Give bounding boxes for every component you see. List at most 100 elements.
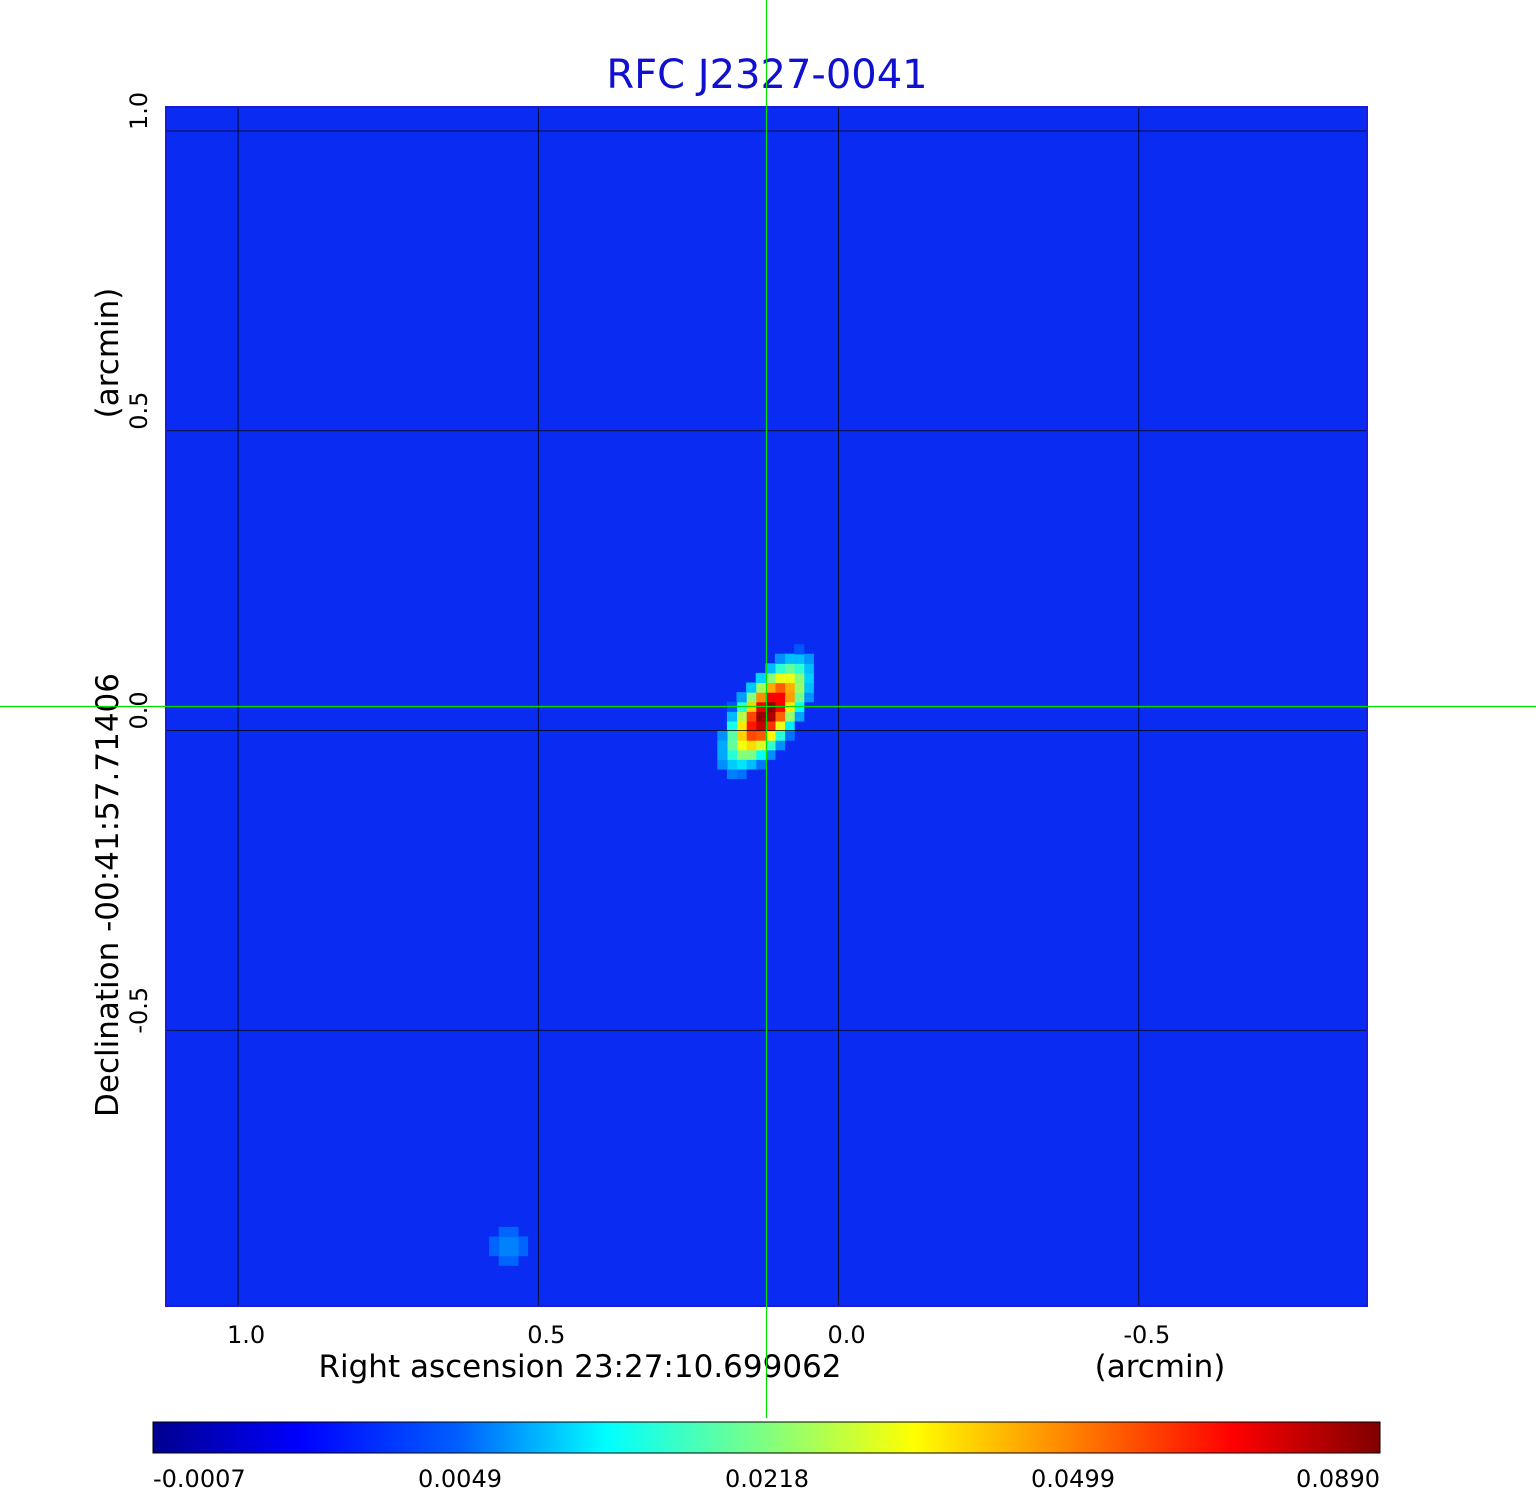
x-axis-unit: (arcmin) xyxy=(1095,1349,1226,1385)
source-0-pixel xyxy=(765,720,776,732)
y-axis-label: Declination -00:41:57.71406 xyxy=(90,673,126,1117)
source-0-pixel xyxy=(746,730,757,741)
source-1-pixel xyxy=(508,1255,519,1266)
source-0-pixel xyxy=(765,749,776,760)
source-1-pixel xyxy=(517,1236,529,1247)
source-0-pixel xyxy=(765,663,776,674)
colorbar-tick-label: 0.0499 xyxy=(1031,1465,1115,1493)
source-0-pixel xyxy=(736,692,747,703)
source-0-pixel xyxy=(765,692,776,703)
source-1-pixel xyxy=(508,1226,519,1238)
source-0-pixel xyxy=(755,682,766,693)
source-0-pixel xyxy=(784,692,795,703)
source-0-pixel xyxy=(784,653,795,664)
source-0-pixel xyxy=(784,663,795,674)
source-0-pixel xyxy=(755,692,766,703)
source-1-pixel xyxy=(508,1236,519,1247)
source-0-pixel xyxy=(746,720,757,732)
source-1-pixel xyxy=(498,1236,509,1247)
source-1-pixel xyxy=(517,1246,529,1257)
source-0-pixel xyxy=(765,730,776,741)
source-0-pixel xyxy=(746,759,757,770)
source-1-pixel xyxy=(489,1246,500,1257)
source-0-pixel xyxy=(794,672,805,684)
colorbar-tick-label: -0.0007 xyxy=(153,1465,246,1493)
x-tick-label: 1.0 xyxy=(227,1321,265,1349)
source-0-pixel xyxy=(774,720,786,732)
colorbar-tick-label: 0.0890 xyxy=(1296,1465,1380,1493)
source-0-pixel xyxy=(774,711,786,722)
source-1-pixel xyxy=(498,1226,509,1238)
y-tick-labels: 1.0 0.5 0.0 -0.5 xyxy=(125,92,153,1034)
source-0-pixel xyxy=(755,730,766,741)
x-axis-label: Right ascension 23:27:10.699062 xyxy=(318,1349,841,1385)
colorbar-tick-label: 0.0218 xyxy=(725,1465,809,1493)
source-0-pixel xyxy=(784,730,795,741)
x-tick-labels: 1.0 0.5 0.0 -0.5 xyxy=(227,1321,1170,1349)
source-0-pixel xyxy=(746,692,757,703)
source-0-pixel xyxy=(794,682,805,693)
source-0-pixel xyxy=(774,672,786,684)
source-1-pixel xyxy=(498,1246,509,1257)
source-1-pixel xyxy=(489,1236,500,1247)
source-0-pixel xyxy=(726,749,738,760)
source-0-pixel xyxy=(717,749,728,760)
y-tick-label: 0.5 xyxy=(125,392,153,430)
source-0-pixel xyxy=(774,653,786,664)
source-0-pixel xyxy=(774,663,786,674)
source-0-pixel xyxy=(726,768,738,779)
source-1-pixel xyxy=(498,1255,509,1266)
source-0-pixel xyxy=(755,711,766,722)
source-0-pixel xyxy=(736,720,747,732)
source-0-pixel xyxy=(794,692,805,703)
source-0-pixel xyxy=(765,672,776,684)
source-0-pixel xyxy=(774,682,786,693)
source-0-pixel xyxy=(794,711,805,722)
source-0-pixel xyxy=(726,730,738,741)
source-0-pixel xyxy=(755,749,766,760)
x-tick-label: -0.5 xyxy=(1123,1321,1170,1349)
source-0-pixel xyxy=(746,682,757,693)
source-0-pixel xyxy=(803,692,814,703)
source-0-pixel xyxy=(746,749,757,760)
source-0-pixel xyxy=(717,759,728,770)
source-0-pixel xyxy=(736,759,747,770)
source-0-pixel xyxy=(803,672,814,684)
source-0-pixel xyxy=(746,740,757,751)
source-0-pixel xyxy=(774,692,786,703)
source-0-pixel xyxy=(755,672,766,684)
source-0-pixel xyxy=(774,730,786,741)
source-0-pixel xyxy=(736,711,747,722)
source-0-pixel xyxy=(726,720,738,732)
y-tick-label: 1.0 xyxy=(125,92,153,130)
source-0-pixel xyxy=(726,740,738,751)
y-tick-label: -0.5 xyxy=(125,987,153,1034)
source-0-pixel xyxy=(774,740,786,751)
source-0-pixel xyxy=(736,768,747,779)
source-0-pixel xyxy=(794,663,805,674)
source-0-pixel xyxy=(717,740,728,751)
source-0-pixel xyxy=(803,663,814,674)
source-0-pixel xyxy=(736,749,747,760)
source-0-pixel xyxy=(784,711,795,722)
source-0-pixel xyxy=(803,653,814,664)
source-0-pixel xyxy=(794,653,805,664)
x-tick-label: 0.5 xyxy=(527,1321,565,1349)
y-axis-unit: (arcmin) xyxy=(90,288,126,419)
colorbar-tick-label: 0.0049 xyxy=(418,1465,502,1493)
source-0-pixel xyxy=(803,682,814,693)
x-tick-label: 0.0 xyxy=(827,1321,865,1349)
y-tick-label: 0.0 xyxy=(125,691,153,729)
colorbar-tick-labels: -0.0007 0.0049 0.0218 0.0499 0.0890 xyxy=(153,1465,1380,1493)
source-0-pixel xyxy=(765,740,776,751)
source-0-pixel xyxy=(736,730,747,741)
source-0-pixel xyxy=(746,711,757,722)
source-0-pixel xyxy=(717,730,728,741)
source-0-pixel xyxy=(755,759,766,770)
source-0-pixel xyxy=(784,720,795,732)
source-0-pixel xyxy=(755,720,766,732)
source-0-pixel xyxy=(765,682,776,693)
source-0-pixel xyxy=(784,672,795,684)
source-0-pixel xyxy=(726,759,738,770)
